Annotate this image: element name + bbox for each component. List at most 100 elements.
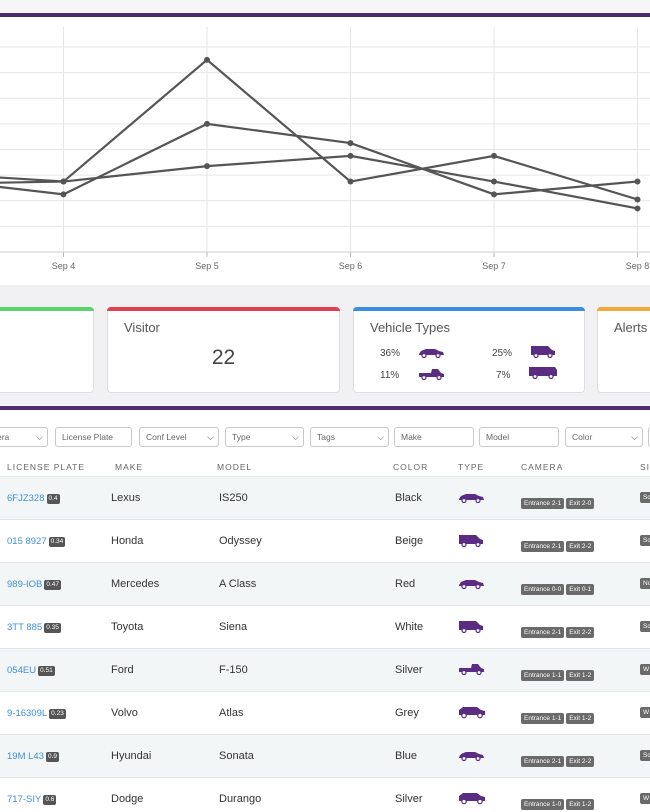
table-row[interactable]: 9-16309L 0.23 Volvo Atlas Grey Entrance 1-1 Ex… <box>0 691 650 734</box>
entrance-tag[interactable]: Entrance 1-0 <box>521 799 565 810</box>
header-model[interactable]: MODEL <box>217 462 253 472</box>
chevron-down-icon: ⌵ <box>207 432 214 442</box>
entrance-tag[interactable]: Entrance 2-1 <box>521 756 565 767</box>
exit-tag[interactable]: Exit 2-0 <box>566 498 595 509</box>
header-type[interactable]: TYPE <box>458 462 485 472</box>
exit-tag[interactable]: Exit 1-2 <box>566 670 595 681</box>
tags-filter[interactable]: Tags ⌵ <box>310 427 389 447</box>
entrance-tag[interactable]: Entrance 1-1 <box>521 670 565 681</box>
plate-cell: 717-SIY 0.6 <box>7 778 57 812</box>
table-row[interactable]: 6FJZ328 0.4 Lexus IS250 Black Entrance 2-1 Exi… <box>0 476 650 519</box>
license-plate-link[interactable]: 054EU <box>7 665 37 676</box>
plate-cell: 9-16309L 0.23 <box>7 692 66 735</box>
exit-tag[interactable]: Exit 2-2 <box>566 541 595 552</box>
table-row[interactable]: 015 8927 0.34 Honda Odyssey Beige Entrance 2-… <box>0 519 650 562</box>
pickup-icon <box>418 367 448 386</box>
license-plate-link[interactable]: 3TT 885 <box>7 622 43 633</box>
table-row[interactable]: 717-SIY 0.6 Dodge Durango Silver Entrance 1-0… <box>0 777 650 812</box>
color-cell: Beige <box>395 535 424 547</box>
x-tick-label: Sep 4 <box>52 261 76 271</box>
license-plate-link[interactable]: 015 8927 <box>7 536 47 547</box>
data-point[interactable] <box>347 140 354 147</box>
make-filter[interactable]: Make <box>394 427 474 447</box>
data-point[interactable] <box>204 163 210 170</box>
alerts-card[interactable]: Alerts <box>597 307 650 393</box>
site-tag[interactable]: W <box>640 793 650 804</box>
header-site[interactable]: SI <box>640 462 650 472</box>
color-filter[interactable]: Color ⌵ <box>565 427 643 447</box>
data-point[interactable] <box>60 178 67 185</box>
data-point[interactable] <box>634 205 641 212</box>
entrance-tag[interactable]: Entrance 2-1 <box>521 541 565 552</box>
exit-tag[interactable]: Exit 1-2 <box>566 713 595 724</box>
license-plate-filter[interactable]: License Plate <box>55 427 132 447</box>
model-cell: Durango <box>219 793 262 805</box>
next-filter[interactable] <box>648 427 650 447</box>
vehicle-types-card[interactable]: Vehicle Types 36% 25% 11% 7% <box>353 307 585 393</box>
make-cell: Ford <box>111 664 134 676</box>
data-point[interactable] <box>634 196 641 203</box>
card-unlabeled[interactable] <box>0 307 94 393</box>
data-point[interactable] <box>60 191 67 198</box>
data-point[interactable] <box>204 120 210 127</box>
data-point[interactable] <box>491 178 497 185</box>
license-plate-link[interactable]: 989-IOB <box>7 579 43 590</box>
site-tag[interactable]: Sc <box>640 621 650 632</box>
make-cell: Honda <box>111 535 144 547</box>
data-point[interactable] <box>491 152 497 159</box>
entrance-tag[interactable]: Entrance 2-1 <box>521 627 565 638</box>
data-point[interactable] <box>634 178 641 185</box>
x-tick-label: Sep 5 <box>195 261 219 271</box>
header-color[interactable]: COLOR <box>393 462 429 472</box>
confidence-badge: 0.35 <box>44 623 61 633</box>
exit-tag[interactable]: Exit 1-2 <box>566 799 595 810</box>
model-filter[interactable]: Model <box>479 427 559 447</box>
table-row[interactable]: 3TT 885 0.35 Toyota Siena White Entrance 2-1 E… <box>0 605 650 648</box>
chevron-down-icon: ⌵ <box>36 432 43 442</box>
site-tag[interactable]: Sc <box>640 492 650 503</box>
header-license-plate[interactable]: LICENSE PLATE <box>7 462 86 472</box>
camera-filter[interactable]: era ⌵ <box>0 427 48 447</box>
conf-level-filter[interactable]: Conf Level ⌵ <box>139 427 219 447</box>
plate-cell: 3TT 885 0.35 <box>7 606 61 649</box>
header-camera[interactable]: CAMERA <box>521 462 564 472</box>
x-tick-label: Sep 7 <box>482 261 506 271</box>
data-point[interactable] <box>347 152 354 159</box>
section-rule <box>0 406 650 410</box>
model-cell: Sonata <box>219 750 254 762</box>
license-plate-link[interactable]: 717-SIY <box>7 794 42 805</box>
series-2 <box>0 120 641 198</box>
table-row[interactable]: 19M L43 0.9 Hyundai Sonata Blue Entrance 2-1 E… <box>0 734 650 777</box>
site-tag[interactable]: No <box>640 578 650 589</box>
table-row[interactable]: 989-IOB 0.47 Mercedes A Class Red Entrance 0-… <box>0 562 650 605</box>
license-plate-link[interactable]: 19M L43 <box>7 751 44 762</box>
license-plate-link[interactable]: 9-16309L <box>7 708 48 719</box>
site-tag[interactable]: W <box>640 664 650 675</box>
color-cell: Silver <box>395 664 423 676</box>
exit-tag[interactable]: Exit 0-1 <box>566 584 595 595</box>
data-point[interactable] <box>491 191 497 198</box>
data-point[interactable] <box>347 178 354 185</box>
camera-cell: Entrance 1-0 Exit 1-2 <box>521 793 596 811</box>
entrance-tag[interactable]: Entrance 0-0 <box>521 584 565 595</box>
vehicle-type-pct: 36% <box>380 348 401 359</box>
exit-tag[interactable]: Exit 2-2 <box>566 627 595 638</box>
card-accent-bar <box>0 307 94 311</box>
make-cell: Volvo <box>111 707 138 719</box>
color-cell: White <box>395 621 424 633</box>
table-row[interactable]: 054EU 0.51 Ford F-150 Silver Entrance 1-1 Exit… <box>0 648 650 691</box>
license-plate-link[interactable]: 6FJZ328 <box>7 493 45 504</box>
site-tag[interactable]: Sc <box>640 535 650 546</box>
exit-tag[interactable]: Exit 2-2 <box>566 756 595 767</box>
header-make[interactable]: MAKE <box>115 462 144 472</box>
entrance-tag[interactable]: Entrance 1-1 <box>521 713 565 724</box>
visitor-card[interactable]: Visitor 22 <box>107 307 340 393</box>
card-accent-bar <box>353 307 585 311</box>
entrance-tag[interactable]: Entrance 2-1 <box>521 498 565 509</box>
van-icon <box>530 344 560 363</box>
type-filter[interactable]: Type ⌵ <box>225 427 304 447</box>
site-tag[interactable]: Sc <box>640 750 650 761</box>
data-point[interactable] <box>204 56 210 63</box>
license-plate-filter-label: License Plate <box>62 432 114 442</box>
site-tag[interactable]: W <box>640 707 650 718</box>
